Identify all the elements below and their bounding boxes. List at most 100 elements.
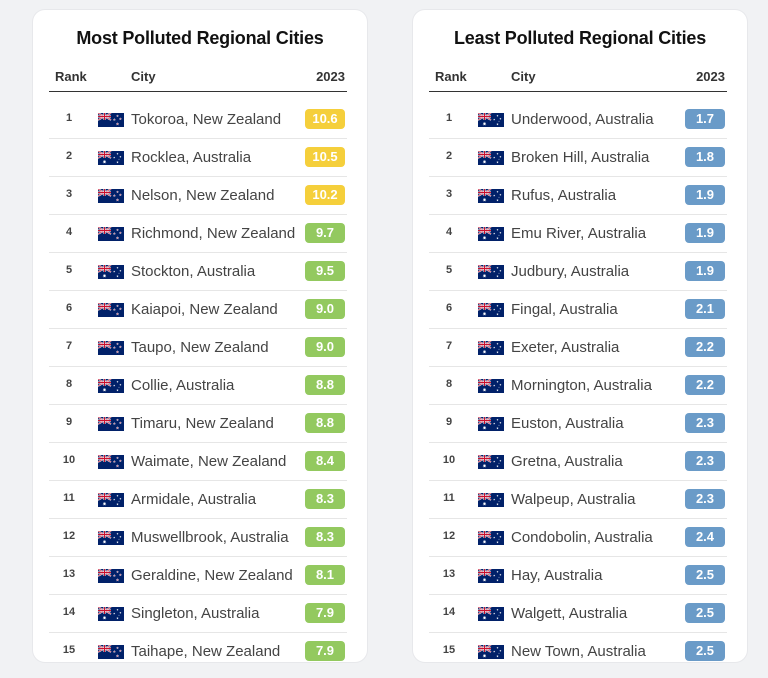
- new-zealand-flag-icon: [97, 340, 124, 355]
- rank-cell: 7: [65, 340, 73, 352]
- rank-cell: 15: [62, 644, 76, 656]
- table-row: 12 Muswellbrook, Australia 8.3: [49, 519, 347, 557]
- rank-cell: 3: [65, 188, 73, 200]
- table-row: 14 Walgett, Australia 2.5: [429, 595, 727, 633]
- city-cell: Underwood, Australia: [511, 111, 654, 128]
- rank-cell: 14: [442, 606, 456, 618]
- table-row: 13 Geraldine, New Zealand 8.1: [49, 557, 347, 595]
- australia-flag-icon: [477, 530, 504, 545]
- rank-cell: 12: [442, 530, 456, 542]
- least-polluted-rows: 1 Underwood, Australia 1.7 2 Broken Hill, Au…: [429, 101, 727, 670]
- australia-flag-icon: [477, 568, 504, 583]
- table-row: 10 Gretna, Australia 2.3: [429, 443, 727, 481]
- pm25-value-badge: 8.1: [305, 565, 345, 585]
- rank-cell: 2: [65, 150, 73, 162]
- year-header: 2023: [316, 69, 345, 84]
- pm25-value-badge: 9.0: [305, 299, 345, 319]
- table-row: 11 Walpeup, Australia 2.3: [429, 481, 727, 519]
- australia-flag-icon: [97, 150, 124, 165]
- table-row: 3 Rufus, Australia 1.9: [429, 177, 727, 215]
- new-zealand-flag-icon: [97, 568, 124, 583]
- australia-flag-icon: [477, 378, 504, 393]
- year-header: 2023: [696, 69, 725, 84]
- city-cell: Exeter, Australia: [511, 339, 620, 356]
- pm25-value-badge: 2.4: [685, 527, 725, 547]
- pm25-value-badge: 8.8: [305, 413, 345, 433]
- table-row: 14 Singleton, Australia 7.9: [49, 595, 347, 633]
- pm25-value-badge: 2.5: [685, 603, 725, 623]
- city-cell: Tokoroa, New Zealand: [131, 111, 282, 128]
- australia-flag-icon: [477, 492, 504, 507]
- rank-cell: 10: [442, 454, 456, 466]
- australia-flag-icon: [97, 530, 124, 545]
- new-zealand-flag-icon: [97, 454, 124, 469]
- table-row: 6 Fingal, Australia 2.1: [429, 291, 727, 329]
- city-cell: Mornington, Australia: [511, 377, 652, 394]
- pm25-value-badge: 8.8: [305, 375, 345, 395]
- city-cell: Hay, Australia: [511, 567, 603, 584]
- city-cell: New Town, Australia: [511, 643, 646, 660]
- rank-cell: 4: [65, 226, 73, 238]
- city-cell: Timaru, New Zealand: [131, 415, 274, 432]
- rank-cell: 3: [445, 188, 453, 200]
- rank-cell: 10: [62, 454, 76, 466]
- table-row: 4 Richmond, New Zealand 9.7: [49, 215, 347, 253]
- rank-cell: 6: [445, 302, 453, 314]
- australia-flag-icon: [477, 188, 504, 203]
- pm25-value-badge: 7.9: [305, 641, 345, 661]
- city-cell: Armidale, Australia: [131, 491, 257, 508]
- australia-flag-icon: [477, 416, 504, 431]
- table-row: 9 Euston, Australia 2.3: [429, 405, 727, 443]
- rank-cell: 9: [65, 416, 73, 428]
- city-cell: Geraldine, New Zealand: [131, 567, 293, 584]
- table-row: 2 Broken Hill, Australia 1.8: [429, 139, 727, 177]
- city-cell: Richmond, New Zealand: [131, 225, 296, 242]
- rank-cell: 1: [65, 112, 73, 124]
- australia-flag-icon: [477, 302, 504, 317]
- rank-header: Rank: [55, 69, 87, 84]
- pm25-value-badge: 1.8: [685, 147, 725, 167]
- table-row: 8 Collie, Australia 8.8: [49, 367, 347, 405]
- city-cell: Fingal, Australia: [511, 301, 618, 318]
- city-header: City: [511, 69, 536, 84]
- pm25-value-badge: 1.9: [685, 261, 725, 281]
- rank-cell: 13: [442, 568, 456, 580]
- rank-header: Rank: [435, 69, 467, 84]
- table-row: 3 Nelson, New Zealand 10.2: [49, 177, 347, 215]
- pm25-value-badge: 2.5: [685, 565, 725, 585]
- table-row: 9 Timaru, New Zealand 8.8: [49, 405, 347, 443]
- rank-cell: 7: [445, 340, 453, 352]
- rank-cell: 12: [62, 530, 76, 542]
- city-cell: Broken Hill, Australia: [511, 149, 650, 166]
- most-polluted-rows: 1 Tokoroa, New Zealand 10.6 2 Rocklea, Austr…: [49, 101, 347, 670]
- table-row: 11 Armidale, Australia 8.3: [49, 481, 347, 519]
- city-cell: Waimate, New Zealand: [131, 453, 287, 470]
- pm25-value-badge: 7.9: [305, 603, 345, 623]
- pm25-value-badge: 10.5: [305, 147, 345, 167]
- city-cell: Rocklea, Australia: [131, 149, 252, 166]
- new-zealand-flag-icon: [97, 112, 124, 127]
- city-cell: Rufus, Australia: [511, 187, 617, 204]
- rank-cell: 4: [445, 226, 453, 238]
- pm25-value-badge: 2.2: [685, 375, 725, 395]
- rank-cell: 6: [65, 302, 73, 314]
- rank-cell: 2: [445, 150, 453, 162]
- city-cell: Muswellbrook, Australia: [131, 529, 289, 546]
- most-polluted-header: Rank City 2023: [49, 69, 347, 92]
- city-cell: Collie, Australia: [131, 377, 235, 394]
- rank-cell: 11: [63, 492, 75, 504]
- pm25-value-badge: 8.3: [305, 527, 345, 547]
- table-row: 6 Kaiapoi, New Zealand 9.0: [49, 291, 347, 329]
- rank-cell: 15: [442, 644, 456, 656]
- table-row: 4 Emu River, Australia 1.9: [429, 215, 727, 253]
- city-cell: Taupo, New Zealand: [131, 339, 269, 356]
- pm25-value-badge: 2.1: [685, 299, 725, 319]
- table-row: 5 Stockton, Australia 9.5: [49, 253, 347, 291]
- australia-flag-icon: [477, 150, 504, 165]
- least-polluted-card: Least Polluted Regional Cities Rank City…: [413, 10, 747, 662]
- least-polluted-header: Rank City 2023: [429, 69, 727, 92]
- city-cell: Emu River, Australia: [511, 225, 647, 242]
- australia-flag-icon: [97, 606, 124, 621]
- rank-cell: 11: [443, 492, 455, 504]
- table-row: 1 Tokoroa, New Zealand 10.6: [49, 101, 347, 139]
